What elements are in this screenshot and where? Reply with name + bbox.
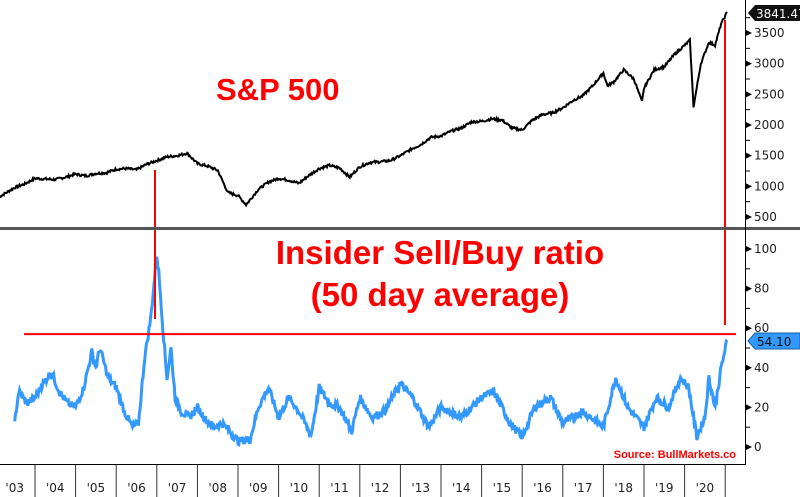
x-tick-label: '15 [493, 481, 512, 495]
x-tick-label: '05 [87, 481, 106, 495]
y-tick-label-top: 3000 [754, 57, 785, 71]
source-label: Source: BullMarkets.co [614, 449, 737, 461]
y-tick-label-top: 1000 [754, 179, 785, 193]
x-tick-label: '04 [46, 481, 65, 495]
x-tick-label: '17 [574, 481, 593, 495]
x-tick-label: '12 [371, 481, 390, 495]
y-tick-mark [746, 444, 752, 450]
x-tick-label: '16 [533, 481, 552, 495]
y-tick-label-top: 2500 [754, 87, 785, 101]
x-tick-label: '20 [696, 481, 715, 495]
y-tick-label-bottom: 60 [754, 321, 769, 335]
y-tick-mark [746, 285, 752, 292]
y-tick-mark [746, 122, 752, 128]
y-tick-label-bottom: 20 [754, 400, 769, 414]
sp500-last-value-badge: 3841.47 [748, 5, 800, 21]
x-tick-label: '06 [127, 481, 146, 495]
y-tick-mark [746, 246, 752, 252]
x-tick-label: '11 [330, 481, 349, 495]
x-tick-label: '07 [168, 481, 187, 495]
insider-last-value-badge: 54.10 [747, 332, 800, 350]
x-tick-label: '14 [452, 481, 471, 495]
x-tick-label: '18 [614, 481, 633, 495]
y-tick-mark [746, 364, 752, 371]
x-tick-label: '10 [290, 481, 309, 495]
y-tick-mark [746, 152, 752, 159]
x-tick-label: '19 [655, 481, 674, 495]
y-tick-label-top: 1500 [754, 149, 785, 163]
insider-last-value: 54.10 [757, 335, 791, 349]
sp500-line [0, 11, 728, 208]
y-tick-label-bottom: 80 [754, 282, 769, 296]
y-tick-mark [746, 325, 752, 332]
y-tick-mark [746, 214, 752, 220]
x-tick-label: '13 [411, 481, 430, 495]
y-tick-mark [746, 183, 752, 190]
y-tick-mark [746, 91, 752, 98]
y-tick-label-bottom: 40 [754, 361, 769, 375]
y-tick-label-top: 3500 [754, 26, 785, 40]
sp500-title: S&P 500 [216, 72, 340, 107]
y-tick-label-bottom: 100 [754, 242, 777, 256]
insider-subtitle: (50 day average) [311, 276, 570, 313]
y-tick-mark [746, 60, 752, 67]
y-tick-mark [746, 30, 752, 36]
y-tick-label-top: 500 [754, 210, 777, 224]
insider-title: Insider Sell/Buy ratio [276, 234, 604, 271]
y-tick-mark [746, 404, 752, 411]
y-tick-label-top: 2000 [754, 118, 785, 132]
plot-area [0, 0, 746, 465]
panel-divider [0, 227, 800, 230]
y-tick-label-bottom: 0 [754, 440, 762, 454]
x-tick-label: '09 [249, 481, 268, 495]
sp500-last-value: 3841.47 [756, 7, 800, 21]
x-tick-label: '08 [208, 481, 227, 495]
insider-ratio-line [13, 256, 729, 448]
x-tick-label: '03 [5, 481, 24, 495]
